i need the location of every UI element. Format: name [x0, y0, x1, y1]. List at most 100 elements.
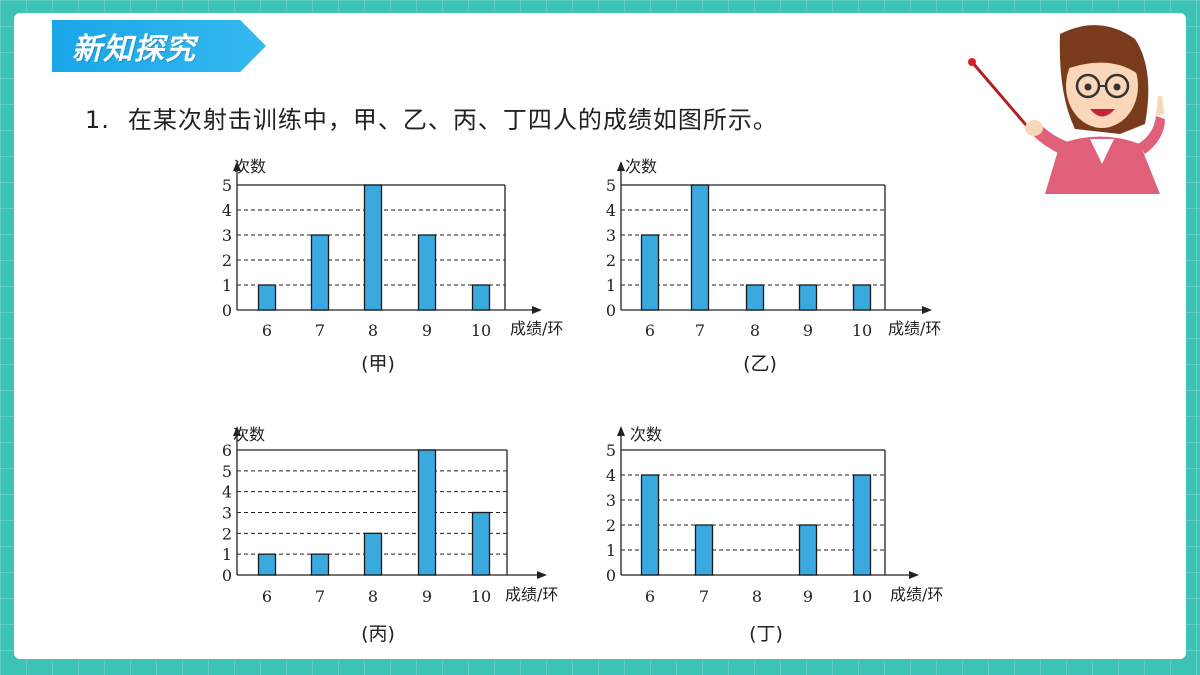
bar: [798, 524, 818, 576]
y-tick-label: 3: [606, 226, 616, 245]
bar: [852, 474, 872, 576]
raised-finger-icon: [1156, 96, 1164, 116]
y-tick-label: 0: [222, 566, 232, 585]
x-tick-label: 6: [645, 321, 655, 340]
y-tick-label: 2: [606, 516, 616, 535]
eye-icon: [1113, 83, 1121, 91]
bar: [471, 284, 491, 311]
y-axis-arrow-icon: [617, 161, 625, 171]
bar: [640, 474, 660, 576]
section-banner: 新知探究: [52, 20, 266, 72]
bar: [690, 184, 710, 311]
x-tick-label: 10: [852, 587, 872, 606]
y-tick-label: 0: [606, 301, 616, 320]
y-tick-label: 2: [606, 251, 616, 270]
x-axis-label: 成绩/环: [510, 319, 563, 338]
y-tick-label: 5: [606, 176, 616, 195]
y-tick-label: 1: [606, 276, 616, 295]
bar: [257, 284, 277, 311]
y-tick-label: 1: [222, 545, 232, 564]
x-tick-label: 10: [471, 587, 491, 606]
x-axis-label: 成绩/环: [505, 585, 558, 604]
x-tick-label: 6: [645, 587, 655, 606]
section-title: 新知探究: [72, 32, 196, 67]
x-tick-label: 7: [699, 587, 709, 606]
x-tick-label: 8: [750, 321, 760, 340]
chart-title: (乙): [743, 353, 777, 375]
mouth-icon: [1090, 109, 1115, 117]
bar: [363, 532, 383, 576]
pointer-tip-icon: [968, 58, 976, 66]
x-tick-label: 8: [368, 587, 378, 606]
x-tick-label: 8: [368, 321, 378, 340]
chart-title: (丁): [749, 623, 783, 645]
y-tick-label: 1: [606, 541, 616, 560]
y-axis-label: 次数: [625, 157, 657, 176]
bar: [310, 234, 330, 311]
x-tick-label: 9: [422, 587, 432, 606]
bar: [852, 284, 872, 311]
content-card: [14, 13, 1186, 659]
x-tick-label: 8: [752, 587, 762, 606]
x-tick-label: 7: [315, 587, 325, 606]
y-tick-label: 4: [606, 201, 616, 220]
x-tick-label: 9: [803, 587, 813, 606]
bar: [257, 553, 277, 576]
hair-fringe-icon: [1066, 37, 1139, 74]
y-tick-label: 1: [222, 276, 232, 295]
x-tick-label: 7: [315, 321, 325, 340]
x-tick-label: 6: [262, 587, 272, 606]
pointer-stick-icon: [970, 61, 1034, 133]
y-axis-arrow-icon: [233, 426, 241, 436]
chart-title: (丙): [361, 623, 395, 645]
question-number: 1.: [85, 106, 110, 134]
x-axis-arrow-icon: [532, 306, 542, 314]
bar: [363, 184, 383, 311]
x-tick-label: 7: [695, 321, 705, 340]
x-tick-label: 10: [852, 321, 872, 340]
y-tick-label: 2: [222, 524, 232, 543]
bar: [745, 284, 765, 311]
bar: [310, 553, 330, 576]
chart-title: (甲): [361, 353, 395, 375]
y-tick-label: 4: [222, 201, 232, 220]
x-tick-label: 9: [803, 321, 813, 340]
x-axis-arrow-icon: [537, 571, 547, 579]
bar: [798, 284, 818, 311]
y-axis-arrow-icon: [233, 161, 241, 171]
right-arm-icon: [1138, 116, 1165, 154]
y-axis-label: 次数: [234, 157, 266, 176]
y-tick-label: 3: [222, 504, 232, 523]
y-tick-label: 3: [606, 491, 616, 510]
x-axis-label: 成绩/环: [890, 585, 943, 604]
y-tick-label: 4: [606, 466, 616, 485]
y-tick-label: 0: [606, 566, 616, 585]
teacher-illustration: [968, 25, 1165, 194]
y-axis-label: 次数: [233, 425, 265, 444]
y-tick-label: 4: [222, 483, 232, 502]
question-text: 1. 在某次射击训练中，甲、乙、丙、丁四人的成绩如图所示。: [85, 100, 778, 135]
question-body: 在某次射击训练中，甲、乙、丙、丁四人的成绩如图所示。: [127, 106, 778, 134]
x-axis-arrow-icon: [909, 571, 919, 579]
x-tick-label: 9: [422, 321, 432, 340]
bar: [640, 234, 660, 311]
bar: [471, 511, 491, 576]
shirt-icon: [1090, 139, 1114, 164]
y-tick-label: 6: [222, 441, 232, 460]
x-tick-label: 10: [471, 321, 491, 340]
x-tick-label: 6: [262, 321, 272, 340]
y-tick-label: 5: [222, 462, 232, 481]
bar: [417, 449, 437, 576]
eye-icon: [1084, 83, 1092, 91]
y-tick-label: 3: [222, 226, 232, 245]
jacket-icon: [1045, 136, 1160, 194]
y-tick-label: 0: [222, 301, 232, 320]
x-axis-label: 成绩/环: [888, 319, 941, 338]
y-tick-label: 5: [222, 176, 232, 195]
left-hand-icon: [1025, 120, 1043, 136]
y-tick-label: 2: [222, 251, 232, 270]
bar: [417, 234, 437, 311]
x-axis-arrow-icon: [922, 306, 932, 314]
bar: [694, 524, 714, 576]
